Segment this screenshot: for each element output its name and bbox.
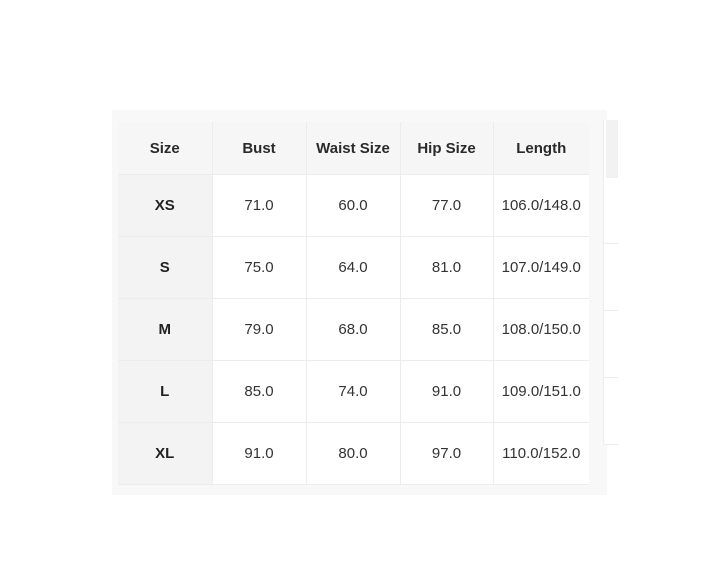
size-label: XL bbox=[118, 422, 213, 485]
length-value: 107.0/149.0 bbox=[493, 236, 589, 299]
waist-value: 80.0 bbox=[306, 422, 401, 485]
length-value: 110.0/152.0 bbox=[493, 422, 589, 485]
size-label: XS bbox=[118, 174, 213, 237]
adjacent-column-header-edge bbox=[606, 120, 618, 178]
row-divider bbox=[604, 310, 618, 311]
header-waist-size: Waist Size bbox=[306, 122, 401, 175]
header-bust: Bust bbox=[212, 122, 307, 175]
header-size: Size bbox=[118, 122, 213, 175]
bust-value: 85.0 bbox=[212, 360, 307, 423]
waist-value: 68.0 bbox=[306, 298, 401, 361]
bust-value: 71.0 bbox=[212, 174, 307, 237]
header-hip-size: Hip Size bbox=[400, 122, 494, 175]
hip-value: 85.0 bbox=[400, 298, 494, 361]
table-row: M 79.0 68.0 85.0 108.0/150.0 bbox=[118, 298, 589, 361]
size-chart-table: Size Bust Waist Size Hip Size Length XS … bbox=[118, 122, 589, 485]
row-divider bbox=[604, 444, 618, 445]
size-label: L bbox=[118, 360, 213, 423]
table-row: XL 91.0 80.0 97.0 110.0/152.0 bbox=[118, 422, 589, 485]
length-value: 109.0/151.0 bbox=[493, 360, 589, 423]
hip-value: 81.0 bbox=[400, 236, 494, 299]
table-row: L 85.0 74.0 91.0 109.0/151.0 bbox=[118, 360, 589, 423]
table-header-row: Size Bust Waist Size Hip Size Length bbox=[118, 122, 589, 175]
length-value: 106.0/148.0 bbox=[493, 174, 589, 237]
hip-value: 91.0 bbox=[400, 360, 494, 423]
hip-value: 97.0 bbox=[400, 422, 494, 485]
row-divider bbox=[604, 377, 618, 378]
size-label: S bbox=[118, 236, 213, 299]
length-value: 108.0/150.0 bbox=[493, 298, 589, 361]
header-length: Length bbox=[493, 122, 589, 175]
waist-value: 60.0 bbox=[306, 174, 401, 237]
table-row: XS 71.0 60.0 77.0 106.0/148.0 bbox=[118, 174, 589, 237]
bust-value: 75.0 bbox=[212, 236, 307, 299]
row-divider bbox=[604, 243, 618, 244]
hip-value: 77.0 bbox=[400, 174, 494, 237]
bust-value: 91.0 bbox=[212, 422, 307, 485]
waist-value: 74.0 bbox=[306, 360, 401, 423]
waist-value: 64.0 bbox=[306, 236, 401, 299]
size-label: M bbox=[118, 298, 213, 361]
bust-value: 79.0 bbox=[212, 298, 307, 361]
table-row: S 75.0 64.0 81.0 107.0/149.0 bbox=[118, 236, 589, 299]
adjacent-column-edge bbox=[603, 120, 618, 445]
